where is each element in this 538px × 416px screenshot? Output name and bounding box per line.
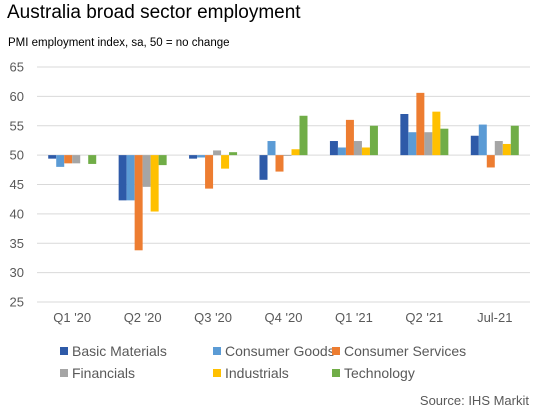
bar-consumer-services (134, 155, 143, 251)
bars (48, 92, 519, 251)
bar-financials (142, 155, 151, 187)
bar-basic-materials (189, 155, 198, 159)
y-tick-label: 60 (10, 89, 24, 104)
bar-industrials (291, 149, 300, 156)
bar-consumer-services (205, 155, 214, 189)
bar-industrials (150, 155, 159, 212)
legend-swatch (60, 347, 68, 355)
legend-item: Consumer Services (332, 343, 466, 359)
bar-financials (494, 141, 503, 156)
bar-consumer-services (64, 155, 73, 164)
x-tick-label: Q1 '20 (53, 310, 91, 325)
bar-financials (424, 132, 433, 156)
bar-consumer-services (345, 119, 354, 156)
legend-swatch (332, 369, 340, 377)
legend-label: Technology (344, 365, 415, 381)
bar-consumer-services (486, 155, 495, 168)
bar-industrials (221, 155, 230, 169)
bar-technology (299, 115, 308, 156)
y-tick-label: 50 (10, 148, 24, 163)
legend-label: Consumer Services (344, 343, 467, 359)
bar-consumer-goods (408, 132, 417, 156)
bar-consumer-goods (478, 124, 487, 156)
legend-swatch (332, 347, 340, 355)
bar-technology (229, 152, 238, 156)
y-tick-label: 30 (10, 265, 24, 280)
x-tick-label: Q2 '21 (405, 310, 443, 325)
x-tick-label: Q3 '20 (194, 310, 232, 325)
bar-industrials (502, 143, 511, 156)
bar-consumer-goods (267, 141, 276, 156)
y-tick-label: 35 (10, 236, 24, 251)
x-tick-label: Q2 '20 (124, 310, 162, 325)
bar-industrials (432, 111, 441, 156)
y-tick-label: 40 (10, 206, 24, 221)
bar-basic-materials (118, 155, 127, 201)
y-tick-label: 65 (10, 60, 24, 75)
bar-basic-materials (329, 141, 338, 156)
legend-item: Industrials (213, 365, 289, 381)
y-tick-label: 55 (10, 118, 24, 133)
bar-basic-materials (470, 135, 479, 156)
legend-label: Consumer Goods (225, 343, 335, 359)
bar-basic-materials (259, 155, 268, 180)
x-tick-label: Q4 '20 (265, 310, 303, 325)
source-note: Source: IHS Markit (419, 393, 529, 408)
bar-consumer-services (275, 155, 284, 172)
bar-consumer-goods (197, 155, 206, 158)
bar-basic-materials (400, 114, 409, 156)
legend-item: Basic Materials (60, 343, 167, 359)
x-tick-label: Jul-21 (477, 310, 512, 325)
chart-legend: Basic Materials Consumer Goods Consumer Se… (60, 343, 530, 387)
legend-swatch (213, 347, 221, 355)
bar-consumer-goods (126, 155, 135, 201)
bar-consumer-goods (56, 155, 65, 167)
x-tick-label: Q1 '21 (335, 310, 373, 325)
legend-label: Basic Materials (72, 343, 167, 359)
legend-item: Consumer Goods (213, 343, 335, 359)
chart-title: Australia broad sector employment (7, 2, 301, 23)
y-axis-ticks: 25 30 35 40 45 50 55 60 65 (10, 60, 24, 310)
bar-financials (283, 155, 292, 156)
bar-consumer-services (416, 92, 425, 156)
bar-technology (510, 125, 519, 156)
gridlines (37, 66, 530, 303)
x-axis-ticks: Q1 '20 Q2 '20 Q3 '20 Q4 '20 Q1 '21 Q2 '21 Jul-… (53, 310, 512, 325)
legend-item: Financials (60, 365, 135, 381)
bar-basic-materials (48, 155, 57, 159)
legend-item: Technology (332, 365, 415, 381)
y-tick-label: 25 (10, 295, 24, 310)
bar-technology (158, 155, 167, 166)
y-tick-label: 45 (10, 177, 24, 192)
bar-technology (88, 155, 97, 164)
legend-label: Financials (72, 365, 136, 381)
bar-financials (72, 155, 81, 164)
bar-technology (369, 125, 378, 156)
legend-swatch (213, 369, 221, 377)
bar-consumer-goods (337, 147, 346, 156)
legend-label: Industrials (225, 365, 289, 381)
chart-subtitle: PMI employment index, sa, 50 = no change (8, 37, 230, 49)
legend-swatch (60, 369, 68, 377)
bar-financials (213, 150, 222, 156)
bar-industrials (361, 147, 370, 156)
bar-technology (440, 128, 449, 156)
bar-financials (353, 141, 362, 156)
